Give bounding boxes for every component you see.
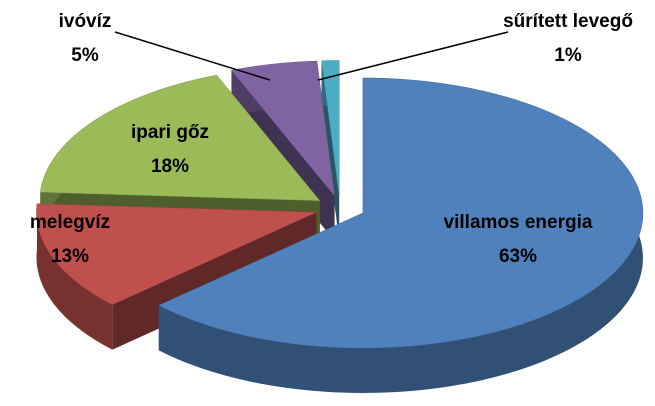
slice-tops [36, 60, 644, 349]
slice-side [321, 60, 340, 241]
slice-side [158, 77, 643, 393]
slice-value: 63% [499, 246, 537, 267]
slice-label: villamos energia [444, 212, 593, 233]
slice-value: 13% [51, 246, 89, 267]
slice-value: 18% [151, 156, 189, 177]
slice-label: ivóvíz [59, 11, 112, 32]
slice-label: melegvíz [30, 212, 110, 233]
slice-label: ipari gőz [131, 122, 209, 143]
slice [158, 77, 644, 349]
slice [231, 60, 335, 197]
leader-line [317, 31, 509, 81]
leader-line [114, 31, 271, 81]
labels: villamos energia 63% melegvíz 13% ipari gőz 1… [30, 11, 633, 267]
slice-value: 5% [71, 45, 99, 66]
slice [40, 74, 321, 201]
slice-value: 1% [554, 45, 582, 66]
slice-label: sűrített levegő [503, 11, 633, 32]
slice [321, 60, 340, 196]
slice [36, 203, 317, 305]
slice-side [36, 203, 113, 350]
